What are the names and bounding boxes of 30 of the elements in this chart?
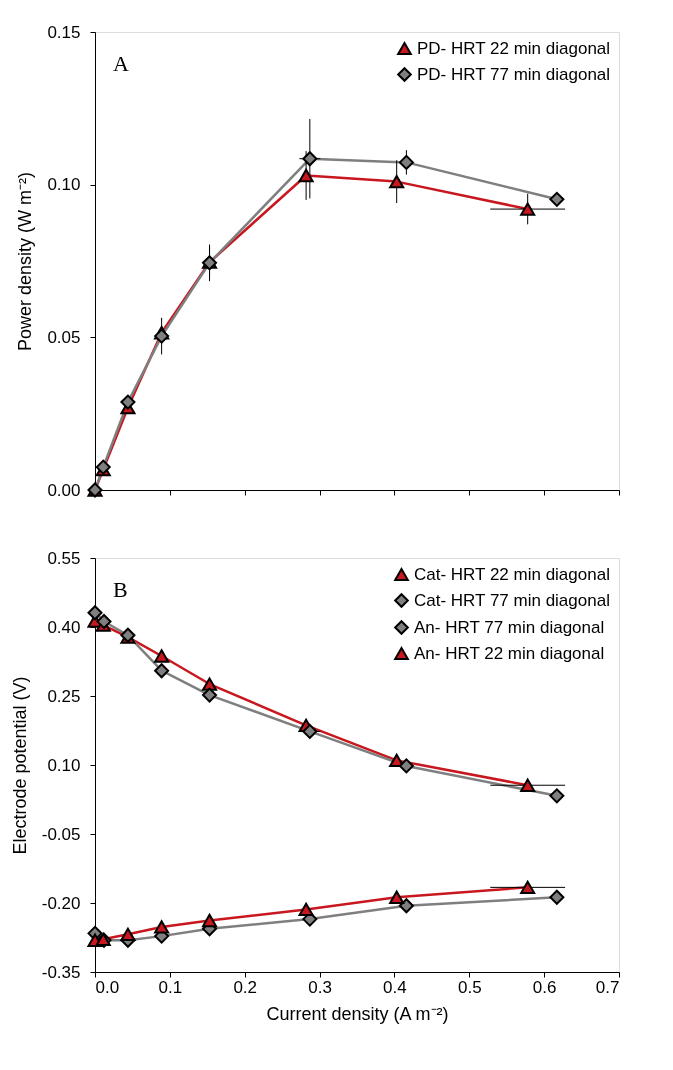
x-tick-label: 0.6 xyxy=(532,977,557,997)
y-tick-label: 0.40 xyxy=(47,617,81,637)
legend-label: Cat- HRT 77 min diagonal xyxy=(414,590,610,610)
legend-label: An- HRT 77 min diagonal xyxy=(414,617,605,637)
x-tick-label: 0.5 xyxy=(457,977,482,997)
y-tick-label: 0.10 xyxy=(47,175,81,195)
y-tick-label: 0.15 xyxy=(47,22,81,42)
y-tick-label: 0.55 xyxy=(47,548,81,568)
y-tick-label: 0.05 xyxy=(47,327,81,347)
x-tick-label: 0.7 xyxy=(595,977,620,997)
annotation: A xyxy=(113,51,129,76)
legend-label: An- HRT 22 min diagonal xyxy=(414,643,605,663)
x-tick-label: 0.1 xyxy=(158,977,183,997)
legend-label: PD- HRT 22 min diagonal xyxy=(417,38,611,58)
y-tick-label: -0.35 xyxy=(41,962,81,982)
legend-label: PD- HRT 77 min diagonal xyxy=(417,64,611,84)
x-tick-label: 0.0 xyxy=(95,977,120,997)
y-tick-label: 0.00 xyxy=(47,480,81,500)
y-axis-title: Power density (W m⁻²) xyxy=(15,171,36,352)
y-tick-label: 0.25 xyxy=(47,686,81,706)
y-tick-label: 0.10 xyxy=(47,755,81,775)
x-tick-label: 0.3 xyxy=(308,977,332,997)
legend-label: Cat- HRT 22 min diagonal xyxy=(414,564,610,584)
y-tick-label: -0.20 xyxy=(41,893,81,913)
y-axis-title: Electrode potential (V) xyxy=(9,676,30,855)
x-axis-title: Current density (A m⁻²) xyxy=(266,1003,449,1024)
annotation: B xyxy=(113,577,128,602)
x-tick-label: 0.2 xyxy=(233,977,258,997)
x-tick-label: 0.4 xyxy=(383,977,407,997)
y-tick-label: -0.05 xyxy=(41,824,81,844)
